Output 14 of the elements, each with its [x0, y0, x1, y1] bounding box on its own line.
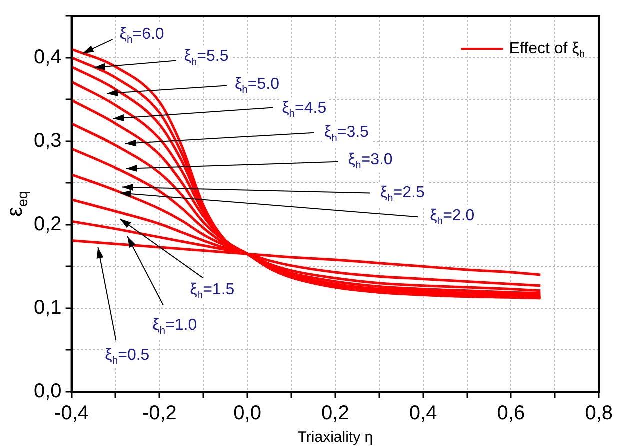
- x-tick-label: 0,6: [497, 402, 526, 425]
- y-tick-label: 0,0: [34, 380, 62, 403]
- x-tick-label: 0,0: [234, 402, 262, 425]
- y-tick-label: 0,4: [34, 46, 62, 68]
- x-axis-title: Triaxiality η: [298, 429, 374, 446]
- x-tick-label: 0,4: [409, 402, 438, 425]
- y-tick-label: 0,3: [34, 130, 62, 152]
- x-tick-label: 0,2: [322, 402, 350, 425]
- x-tick-label: 0,8: [585, 402, 614, 425]
- y-tick-label: 0,2: [34, 213, 62, 236]
- y-tick-label: 0,1: [34, 296, 62, 319]
- x-tick-label: -0,2: [142, 402, 177, 425]
- x-tick-label: -0,4: [54, 402, 90, 425]
- y-axis-title: εeq: [2, 191, 32, 217]
